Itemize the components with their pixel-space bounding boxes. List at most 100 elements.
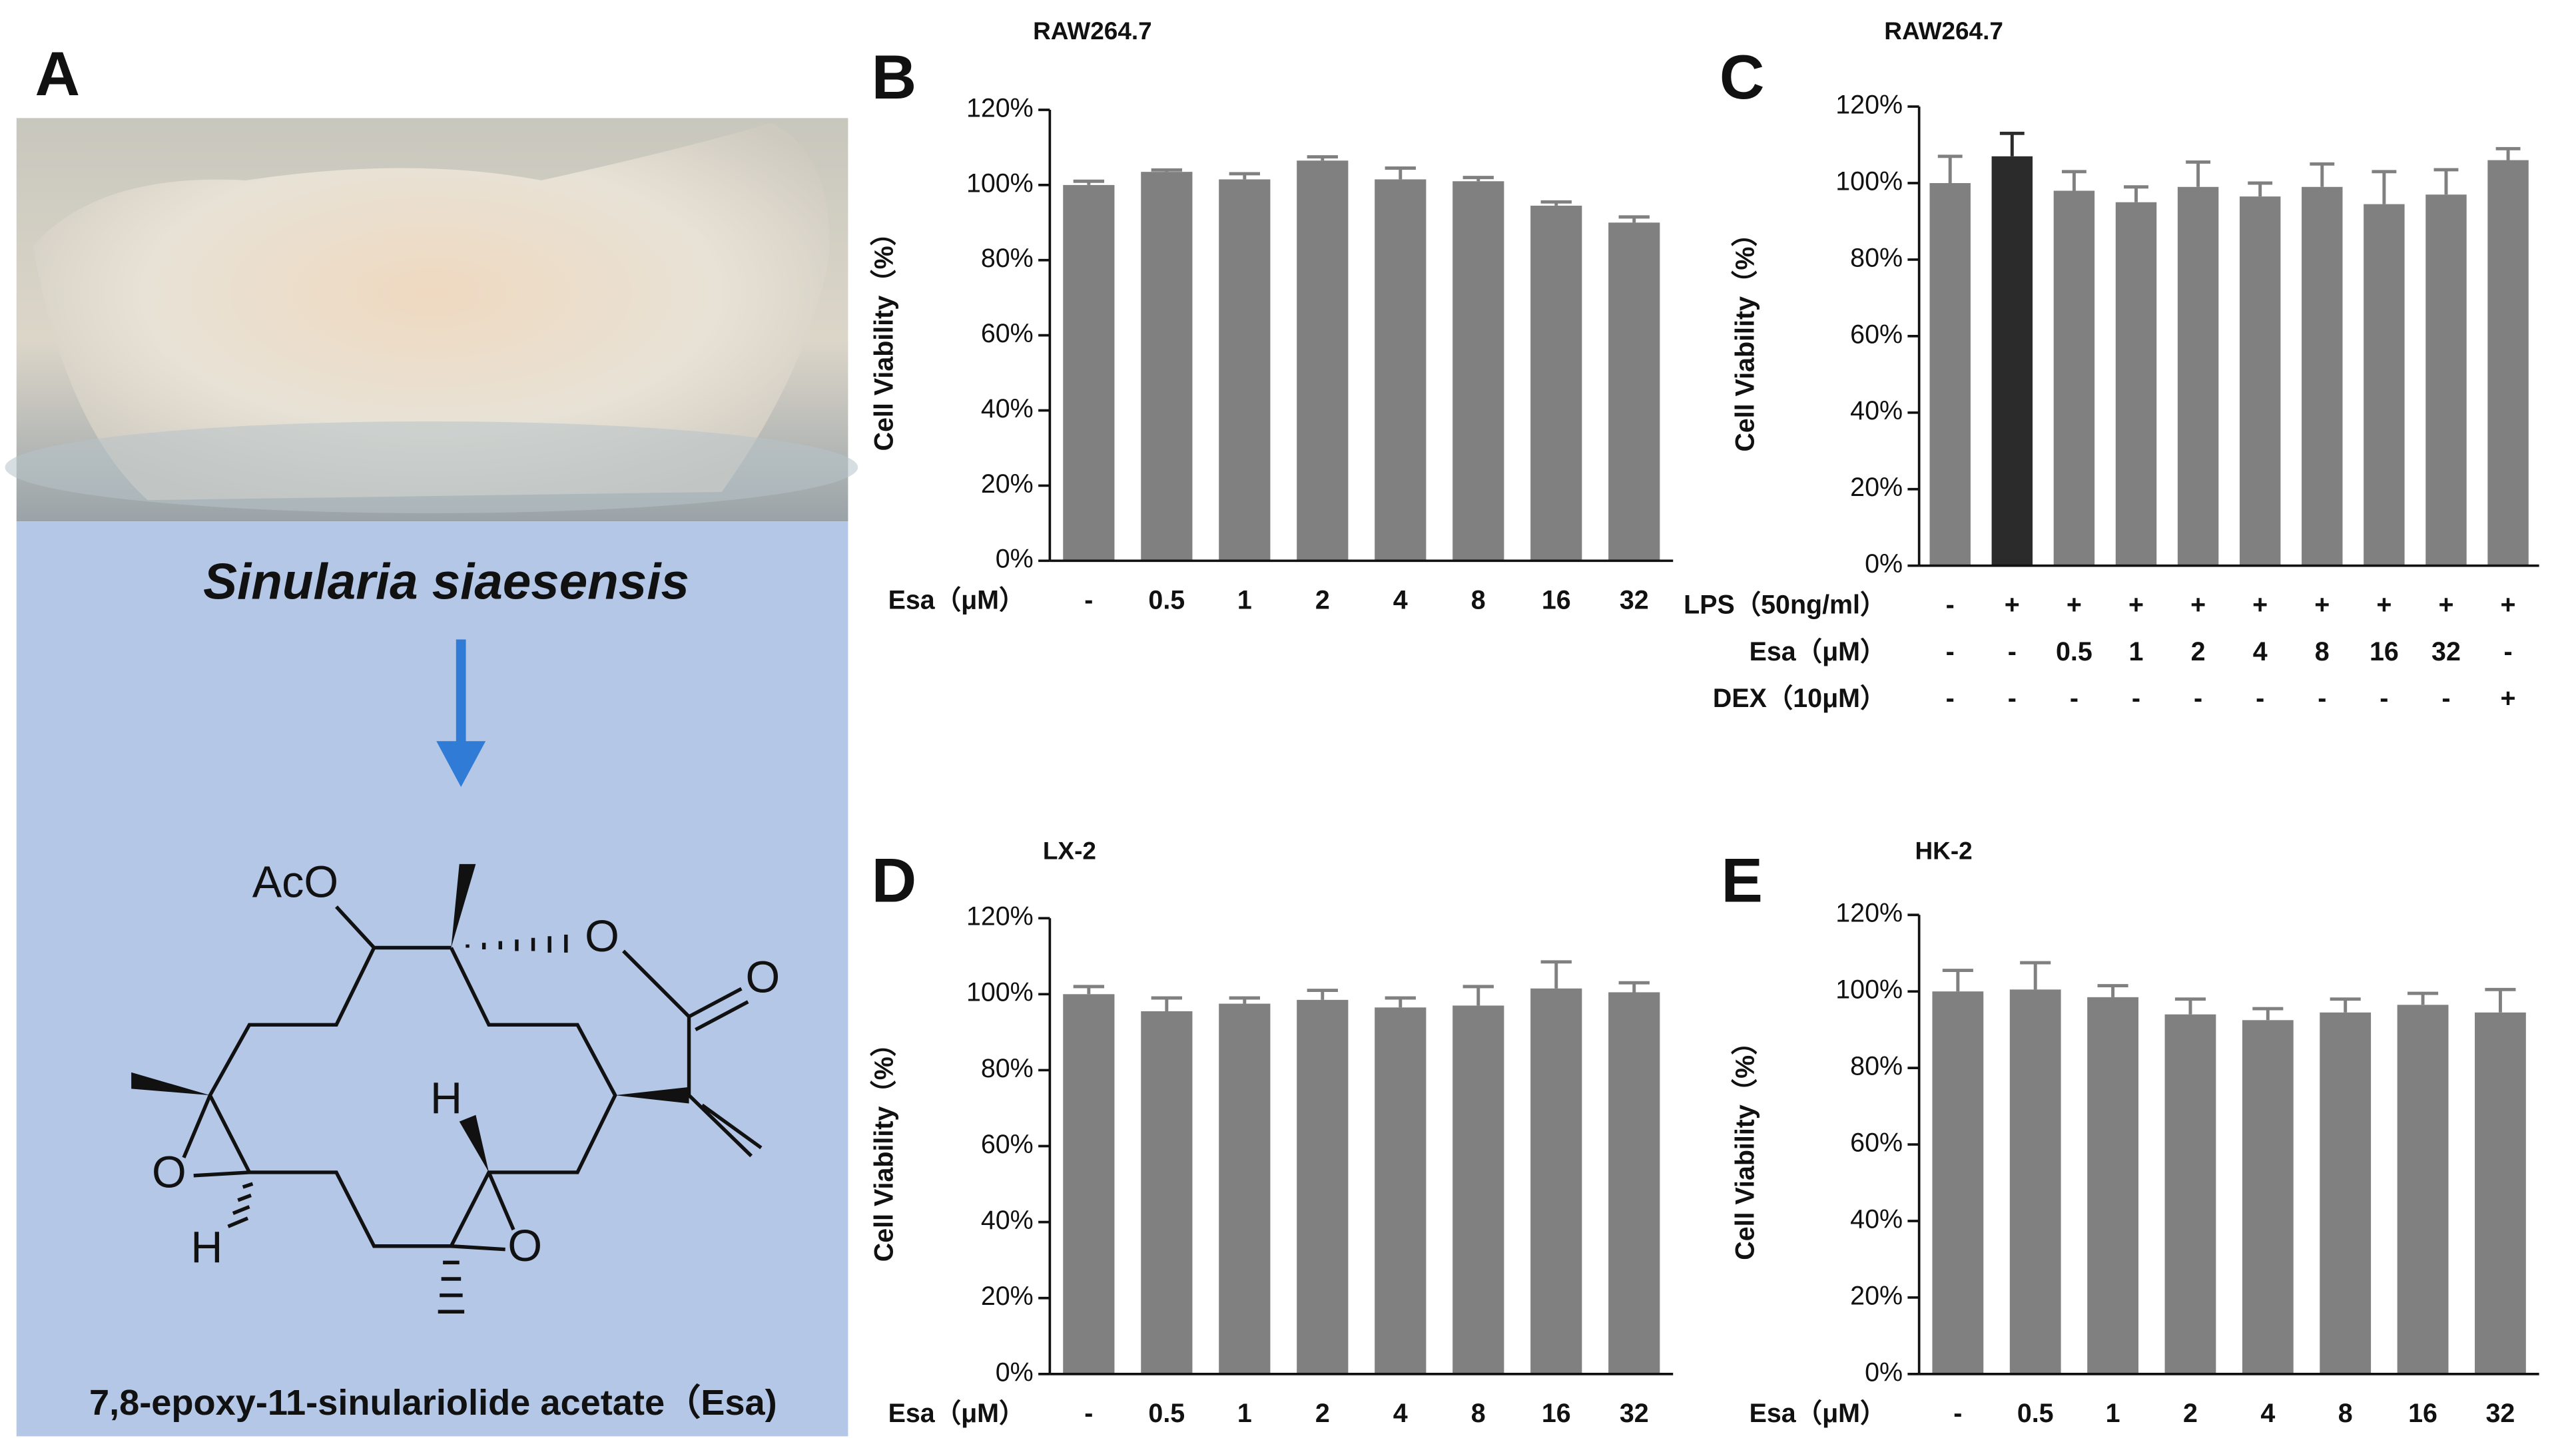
bar	[2053, 190, 2095, 566]
x-tick-label: -	[2503, 637, 2512, 666]
y-tick-label: 60%	[981, 1130, 1034, 1159]
error-bar	[2186, 160, 2211, 187]
panel-label: C	[1720, 42, 1765, 112]
x-tick-label: 4	[2260, 1399, 2275, 1428]
error-bar	[2495, 146, 2521, 160]
y-tick-label: 120%	[966, 93, 1034, 122]
x-tick-label: 32	[1620, 1399, 1649, 1428]
x-tick-label: 16	[1542, 1399, 1571, 1428]
x-tick-label: +	[2190, 591, 2206, 620]
x-tick-label: -	[2070, 684, 2079, 713]
x-tick-label: 32	[1620, 585, 1649, 614]
atom-label: O	[152, 1148, 186, 1197]
atom-label: AcO	[252, 857, 338, 907]
chart-title: HK-2	[1915, 837, 1972, 864]
x-tick-label: 2	[2191, 637, 2206, 666]
panel-label: E	[1721, 846, 1762, 915]
error-bar	[2248, 181, 2273, 197]
y-tick-label: 60%	[1850, 1128, 1903, 1157]
bar	[2425, 194, 2467, 566]
x-tick-label: -	[2132, 684, 2140, 713]
y-tick-label: 20%	[1850, 473, 1903, 502]
error-bar	[1307, 989, 1338, 1000]
error-bar	[1229, 172, 1260, 180]
error-bar	[1151, 168, 1182, 172]
y-tick-label: 60%	[1850, 320, 1903, 349]
bar	[1452, 181, 1504, 561]
bar	[1608, 222, 1660, 561]
bar	[1452, 1005, 1504, 1374]
x-tick-label: -	[2441, 684, 2450, 713]
error-bar	[2372, 170, 2397, 204]
x-tick-label: 0.5	[1148, 1399, 1185, 1428]
y-tick-label: 100%	[1835, 975, 1903, 1005]
y-tick-label: 80%	[1850, 243, 1903, 272]
error-bar	[2061, 170, 2087, 191]
arrow-head	[436, 741, 486, 788]
error-bar	[1229, 996, 1260, 1004]
error-bar	[1307, 155, 1338, 161]
x-tick-label: +	[2252, 591, 2268, 620]
x-tick-label: -	[2194, 684, 2202, 713]
bar	[1929, 183, 1971, 566]
y-tick-label: 80%	[981, 244, 1034, 273]
x-tick-label: +	[2501, 684, 2516, 713]
atom-label: H	[190, 1224, 222, 1273]
panel-a-box	[16, 521, 848, 1437]
y-tick-label: 120%	[1835, 90, 1903, 119]
bar	[2009, 989, 2061, 1374]
y-tick-label: 20%	[981, 469, 1034, 499]
x-tick-label: +	[2438, 591, 2453, 620]
structure	[131, 863, 763, 1314]
error-bar	[1385, 996, 1416, 1008]
x-tick-label: 32	[2431, 637, 2461, 666]
x-tick-label: 8	[2315, 637, 2330, 666]
error-bar	[1937, 154, 1963, 184]
error-bar	[2252, 1007, 2284, 1021]
photo-dish	[5, 421, 858, 513]
bar	[1932, 991, 1984, 1374]
error-bar	[1385, 166, 1416, 180]
row-label: Esa（μM）	[1750, 1399, 1887, 1428]
x-tick-label: 1	[1237, 585, 1252, 614]
x-tick-label: 16	[2370, 637, 2399, 666]
y-axis-label: Cell Viability（%）	[1730, 1029, 1760, 1260]
atom-label: O	[507, 1222, 542, 1271]
atom-label: O	[585, 912, 619, 961]
bar	[1063, 994, 1115, 1374]
chart-title: LX-2	[1043, 837, 1096, 864]
y-tick-label: 0%	[1865, 549, 1903, 579]
row-label: Esa（μM）	[888, 585, 1026, 614]
x-tick-label: 1	[1237, 1399, 1252, 1428]
error-bar	[2124, 185, 2148, 202]
y-axis-label: Cell Viability（%）	[869, 1031, 898, 1262]
y-axis-label: Cell Viability（%）	[869, 220, 898, 451]
x-tick-label: 4	[2253, 637, 2268, 666]
x-tick-label: 32	[2486, 1399, 2515, 1428]
error-bar	[1618, 215, 1650, 223]
y-tick-label: 20%	[981, 1282, 1034, 1311]
error-bar	[1540, 960, 1572, 989]
bar	[1530, 988, 1582, 1374]
row-label: DEX（10μM）	[1713, 684, 1887, 713]
bar	[2239, 196, 2281, 566]
y-tick-label: 0%	[1865, 1357, 1903, 1387]
row-label: Esa（μM）	[1750, 637, 1887, 666]
error-bar	[2097, 984, 2128, 997]
bar	[1297, 999, 1349, 1374]
x-tick-label: 2	[2183, 1399, 2198, 1428]
error-bar	[2408, 991, 2439, 1005]
y-tick-label: 80%	[1850, 1052, 1903, 1081]
y-tick-label: 20%	[1850, 1281, 1903, 1310]
bar	[1530, 205, 1582, 561]
error-bar	[2020, 961, 2051, 990]
bar	[2364, 204, 2405, 566]
y-tick-label: 100%	[1835, 166, 1903, 196]
bar	[2320, 1012, 2372, 1374]
y-axis-label: Cell Viability（%）	[1730, 220, 1760, 451]
bar	[2164, 1014, 2216, 1374]
chart-title: RAW264.7	[1033, 17, 1152, 45]
y-tick-label: 120%	[1835, 899, 1903, 928]
y-tick-label: 0%	[996, 545, 1034, 574]
